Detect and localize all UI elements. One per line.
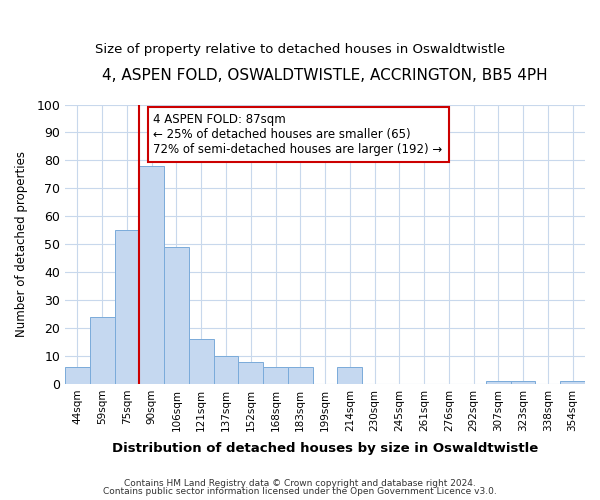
Bar <box>115 230 139 384</box>
Bar <box>263 367 288 384</box>
Text: Size of property relative to detached houses in Oswaldtwistle: Size of property relative to detached ho… <box>95 42 505 56</box>
Bar <box>486 381 511 384</box>
Bar <box>90 317 115 384</box>
Bar <box>214 356 238 384</box>
Bar <box>337 367 362 384</box>
Text: Contains public sector information licensed under the Open Government Licence v3: Contains public sector information licen… <box>103 487 497 496</box>
Bar <box>189 339 214 384</box>
Bar <box>65 367 90 384</box>
Bar <box>288 367 313 384</box>
Bar <box>511 381 535 384</box>
Y-axis label: Number of detached properties: Number of detached properties <box>15 151 28 337</box>
Text: Contains HM Land Registry data © Crown copyright and database right 2024.: Contains HM Land Registry data © Crown c… <box>124 478 476 488</box>
X-axis label: Distribution of detached houses by size in Oswaldtwistle: Distribution of detached houses by size … <box>112 442 538 455</box>
Title: 4, ASPEN FOLD, OSWALDTWISTLE, ACCRINGTON, BB5 4PH: 4, ASPEN FOLD, OSWALDTWISTLE, ACCRINGTON… <box>102 68 548 82</box>
Bar <box>560 381 585 384</box>
Text: 4 ASPEN FOLD: 87sqm
← 25% of detached houses are smaller (65)
72% of semi-detach: 4 ASPEN FOLD: 87sqm ← 25% of detached ho… <box>154 113 443 156</box>
Bar <box>164 247 189 384</box>
Bar <box>139 166 164 384</box>
Bar <box>238 362 263 384</box>
